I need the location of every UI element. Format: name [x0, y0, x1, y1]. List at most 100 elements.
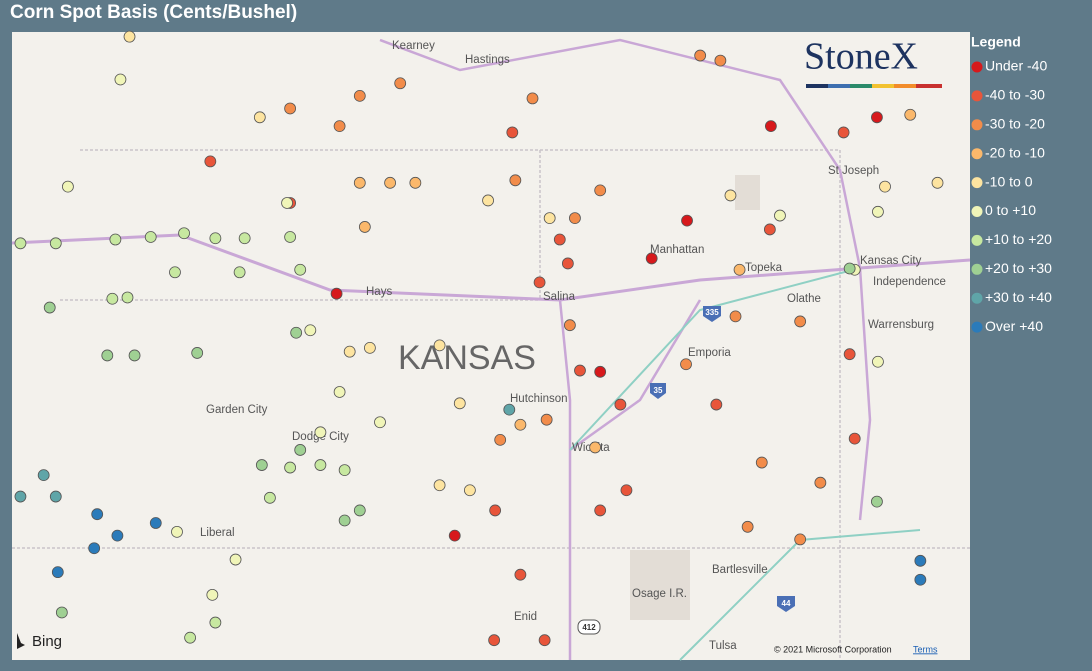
basis-point[interactable] — [620, 484, 633, 497]
basis-point[interactable] — [645, 252, 658, 265]
basis-point[interactable] — [37, 469, 50, 482]
legend-label[interactable]: -40 to -30 — [985, 87, 1045, 103]
terms-link[interactable]: Terms — [913, 644, 938, 654]
basis-point[interactable] — [206, 588, 219, 601]
basis-point[interactable] — [358, 221, 371, 233]
basis-point[interactable] — [538, 634, 551, 647]
basis-point[interactable] — [149, 517, 162, 529]
basis-point[interactable] — [561, 257, 574, 270]
basis-point[interactable] — [871, 111, 883, 124]
basis-point[interactable] — [314, 426, 327, 439]
basis-point[interactable] — [255, 459, 268, 471]
basis-point[interactable] — [384, 176, 397, 189]
basis-point[interactable] — [338, 514, 351, 527]
basis-point[interactable] — [594, 184, 607, 197]
basis-point[interactable] — [184, 631, 197, 644]
basis-point[interactable] — [489, 504, 502, 517]
basis-point[interactable] — [433, 339, 446, 352]
basis-point[interactable] — [764, 120, 777, 133]
basis-point[interactable] — [353, 176, 366, 189]
basis-point[interactable] — [229, 553, 242, 566]
basis-point[interactable] — [594, 504, 607, 517]
basis-point[interactable] — [233, 266, 246, 279]
basis-point[interactable] — [121, 291, 134, 304]
basis-point[interactable] — [49, 237, 62, 250]
basis-point[interactable] — [171, 525, 183, 538]
basis-point[interactable] — [904, 108, 917, 121]
basis-point[interactable] — [114, 73, 127, 86]
basis-point[interactable] — [514, 568, 527, 581]
basis-point[interactable] — [543, 212, 556, 225]
basis-point[interactable] — [294, 444, 307, 456]
basis-point[interactable] — [333, 386, 346, 398]
basis-point[interactable] — [729, 310, 742, 323]
basis-point[interactable] — [106, 292, 119, 305]
basis-point[interactable] — [294, 263, 307, 276]
basis-point[interactable] — [514, 418, 527, 431]
legend-label[interactable]: +10 to +20 — [985, 231, 1052, 247]
basis-point[interactable] — [680, 358, 692, 371]
legend-label[interactable]: -30 to -20 — [985, 116, 1045, 132]
basis-point[interactable] — [794, 315, 807, 328]
basis-point[interactable] — [848, 432, 861, 445]
basis-point[interactable] — [814, 476, 827, 489]
basis-point[interactable] — [594, 365, 607, 378]
basis-point[interactable] — [353, 89, 366, 102]
legend-label[interactable]: +20 to +30 — [985, 260, 1052, 276]
basis-point[interactable] — [123, 30, 136, 43]
basis-point[interactable] — [253, 111, 266, 124]
basis-point[interactable] — [284, 102, 297, 115]
legend-label[interactable]: Under -40 — [985, 58, 1047, 74]
basis-point[interactable] — [448, 529, 461, 542]
basis-point[interactable] — [238, 232, 251, 245]
basis-point[interactable] — [569, 212, 581, 225]
basis-point[interactable] — [843, 262, 856, 275]
basis-point[interactable] — [763, 223, 776, 236]
basis-point[interactable] — [714, 54, 727, 67]
basis-point[interactable] — [169, 266, 181, 279]
basis-point[interactable] — [872, 205, 884, 218]
basis-point[interactable] — [338, 464, 351, 477]
basis-point[interactable] — [374, 416, 386, 429]
basis-point[interactable] — [681, 214, 693, 227]
basis-point[interactable] — [191, 347, 204, 359]
basis-point[interactable] — [353, 504, 366, 517]
basis-point[interactable] — [755, 456, 768, 469]
basis-point[interactable] — [533, 276, 546, 289]
basis-point[interactable] — [281, 197, 293, 209]
basis-point[interactable] — [503, 403, 516, 416]
basis-point[interactable] — [101, 349, 114, 362]
basis-point[interactable] — [837, 126, 850, 139]
basis-point[interactable] — [563, 319, 576, 332]
basis-point[interactable] — [710, 398, 723, 411]
basis-point[interactable] — [209, 232, 222, 245]
basis-point[interactable] — [433, 479, 446, 492]
basis-point[interactable] — [509, 174, 522, 187]
basis-point[interactable] — [843, 348, 856, 361]
basis-point[interactable] — [51, 566, 64, 579]
basis-point[interactable] — [914, 573, 927, 586]
basis-point[interactable] — [409, 176, 422, 189]
basis-point[interactable] — [209, 616, 222, 629]
basis-point[interactable] — [343, 345, 356, 358]
basis-point[interactable] — [394, 77, 407, 90]
basis-point[interactable] — [49, 490, 62, 503]
basis-point[interactable] — [871, 495, 883, 508]
basis-point[interactable] — [872, 355, 884, 368]
basis-point[interactable] — [506, 126, 519, 139]
basis-point[interactable] — [290, 326, 303, 339]
basis-point[interactable] — [463, 484, 476, 497]
basis-point[interactable] — [614, 398, 627, 411]
basis-point[interactable] — [589, 441, 602, 454]
basis-point[interactable] — [111, 529, 124, 542]
basis-point[interactable] — [774, 209, 786, 222]
basis-point[interactable] — [91, 508, 104, 521]
basis-point[interactable] — [304, 324, 317, 337]
basis-point[interactable] — [88, 542, 101, 555]
basis-point[interactable] — [128, 349, 141, 362]
basis-point[interactable] — [488, 634, 501, 647]
basis-point[interactable] — [724, 189, 737, 202]
basis-point[interactable] — [14, 490, 27, 503]
basis-point[interactable] — [526, 92, 539, 105]
basis-point[interactable] — [144, 231, 157, 243]
